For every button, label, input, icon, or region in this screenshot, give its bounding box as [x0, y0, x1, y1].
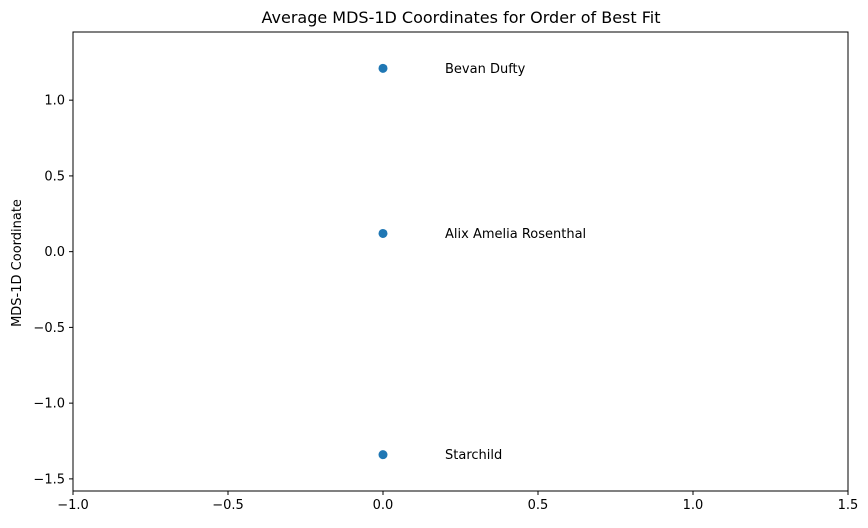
data-point-label: Bevan Dufty [445, 62, 526, 77]
x-tick-label: 0.0 [373, 498, 394, 513]
x-tick-label: −1.0 [57, 498, 89, 513]
x-tick-label: −0.5 [212, 498, 244, 513]
data-point-label: Alix Amelia Rosenthal [445, 227, 586, 242]
point-labels: Bevan Dufty Alix Amelia Rosenthal Starchil… [445, 62, 586, 463]
x-tick-label: 1.0 [683, 498, 704, 513]
data-point-label: Starchild [445, 448, 502, 463]
x-tick-label: 0.5 [528, 498, 549, 513]
y-tick-label: −1.0 [33, 397, 65, 412]
chart-title: Average MDS-1D Coordinates for Order of … [262, 8, 661, 27]
data-point [378, 63, 388, 73]
plot-area-frame [72, 31, 849, 492]
y-tick-label: 1.0 [44, 94, 65, 109]
data-points [378, 63, 388, 460]
y-tick-label: 0.0 [44, 245, 65, 260]
y-tick-label: −1.5 [33, 472, 65, 487]
axis-ticks: −1.0 −0.5 0.0 0.5 1.0 1.5 −1.5 −1.0 −0.5 0.0 0.5 1.… [33, 94, 858, 513]
y-tick-label: −0.5 [33, 321, 65, 336]
y-axis-label: MDS-1D Coordinate [10, 199, 25, 327]
data-point [378, 450, 388, 460]
x-tick-label: 1.5 [838, 498, 859, 513]
y-tick-label: 0.5 [44, 169, 65, 184]
data-point [378, 228, 388, 238]
